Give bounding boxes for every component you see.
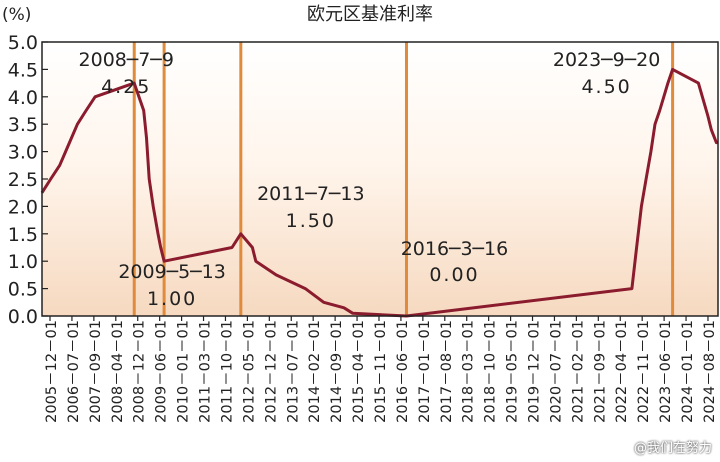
annotation-value: 4.25 <box>101 76 151 98</box>
data-point <box>70 137 73 139</box>
y-tick-label: 4.5 <box>8 59 38 81</box>
annotation-value: 1.00 <box>147 288 197 310</box>
data-point <box>304 287 307 290</box>
data-point <box>658 109 661 112</box>
data-point <box>322 301 325 304</box>
x-tick-label: 2012－12－01 <box>263 320 279 423</box>
y-tick-label: 4.0 <box>8 87 38 109</box>
x-tick-label: 2009－06－01 <box>154 320 170 423</box>
data-point <box>255 260 257 263</box>
x-tick-label: 2006－07－01 <box>66 320 82 423</box>
x-tick-label: 2023－06－01 <box>658 320 674 423</box>
y-tick-label: 5.0 <box>8 32 38 54</box>
x-tick-label: 2015－11－01 <box>373 320 389 423</box>
x-tick-label: 2015－04－01 <box>351 320 367 423</box>
x-tick-label: 2021－09－01 <box>592 320 608 423</box>
x-tick-label: 2017－01－01 <box>417 320 433 423</box>
x-tick-label: 2019－12－01 <box>527 320 543 423</box>
chart-title: 欧元区基准利率 <box>307 4 433 25</box>
y-tick-label: 1.0 <box>8 251 38 273</box>
x-tick-label: 2024－01－01 <box>680 320 696 423</box>
annotation-date: 2016─3─16 <box>401 238 509 260</box>
data-point <box>133 82 135 84</box>
data-point <box>58 164 61 167</box>
x-tick-label: 2014－02－01 <box>307 320 323 423</box>
data-point <box>667 82 669 84</box>
data-point <box>635 246 638 249</box>
data-point <box>76 123 79 125</box>
data-point <box>275 274 277 276</box>
data-point <box>231 246 233 249</box>
annotation-value: 1.50 <box>286 210 336 232</box>
data-point <box>163 260 165 263</box>
data-point <box>145 137 148 139</box>
x-tick-label: 2020－07－01 <box>549 320 565 423</box>
data-point <box>152 205 154 208</box>
data-point <box>671 68 674 71</box>
x-tick-label: 2021－02－01 <box>570 320 586 423</box>
data-point <box>148 178 150 180</box>
data-point <box>650 150 652 153</box>
y-tick-label: 3.0 <box>8 142 38 164</box>
watermark: @我们在努力 <box>633 441 712 456</box>
x-tick-label: 2010－01－01 <box>176 320 192 423</box>
x-tick-label: 2013－07－01 <box>285 320 301 423</box>
x-tick-label: 2008－04－01 <box>110 320 126 423</box>
x-tick-label: 2008－12－01 <box>132 320 148 423</box>
annotation-date: 2008─7─9 <box>79 49 174 71</box>
data-point <box>159 246 162 249</box>
data-point <box>640 205 643 208</box>
x-tick-label: 2017－08－01 <box>439 320 455 423</box>
data-point <box>715 142 718 145</box>
annotation-value: 4.50 <box>581 76 631 98</box>
y-axis-label: (%) <box>2 5 31 25</box>
annotation-date: 2023─9─20 <box>553 49 661 71</box>
data-point <box>251 246 254 249</box>
data-point <box>654 123 656 125</box>
x-tick-label: 2012－05－01 <box>241 320 257 423</box>
y-tick-label: 0.0 <box>8 306 38 328</box>
y-tick-label: 2.5 <box>8 169 38 191</box>
annotation-date: 2009─5─13 <box>118 261 226 283</box>
data-point <box>49 178 52 180</box>
data-point <box>142 109 145 112</box>
data-point <box>707 115 709 117</box>
x-tick-label: 2022－11－01 <box>636 320 652 423</box>
x-tick-label: 2005－12－01 <box>44 320 60 423</box>
data-point <box>343 307 345 309</box>
y-tick-label: 3.5 <box>8 114 38 136</box>
x-tick-label: 2016－06－01 <box>395 320 411 423</box>
data-point <box>710 128 713 131</box>
x-tick-label: 2007－09－01 <box>88 320 104 423</box>
y-tick-label: 1.5 <box>8 224 38 246</box>
data-point <box>240 233 242 235</box>
data-point <box>697 82 700 84</box>
data-point <box>631 287 633 290</box>
data-point <box>352 312 354 315</box>
annotation-value: 0.00 <box>429 264 479 286</box>
x-tick-label: 2022－04－01 <box>614 320 630 423</box>
plot-background <box>42 42 718 316</box>
x-tick-label: 2018－10－01 <box>483 320 499 423</box>
series-line <box>40 67 719 318</box>
x-tick-label: 2011－03－01 <box>198 320 214 423</box>
data-point <box>94 96 96 98</box>
data-point <box>157 233 159 235</box>
x-tick-label: 2024－08－01 <box>702 320 718 423</box>
x-tick-label: 2011－10－01 <box>220 320 236 423</box>
annotation-date: 2011─7─13 <box>257 183 365 205</box>
y-tick-label: 0.5 <box>8 279 38 301</box>
x-tick-label: 2014－09－01 <box>329 320 345 423</box>
data-point <box>64 150 67 153</box>
y-tick-label: 2.0 <box>8 196 38 218</box>
data-point <box>85 109 87 112</box>
data-point <box>645 178 647 180</box>
x-tick-label: 2019－05－01 <box>505 320 521 423</box>
data-point <box>663 96 665 98</box>
x-tick-label: 2018－03－01 <box>461 320 477 423</box>
